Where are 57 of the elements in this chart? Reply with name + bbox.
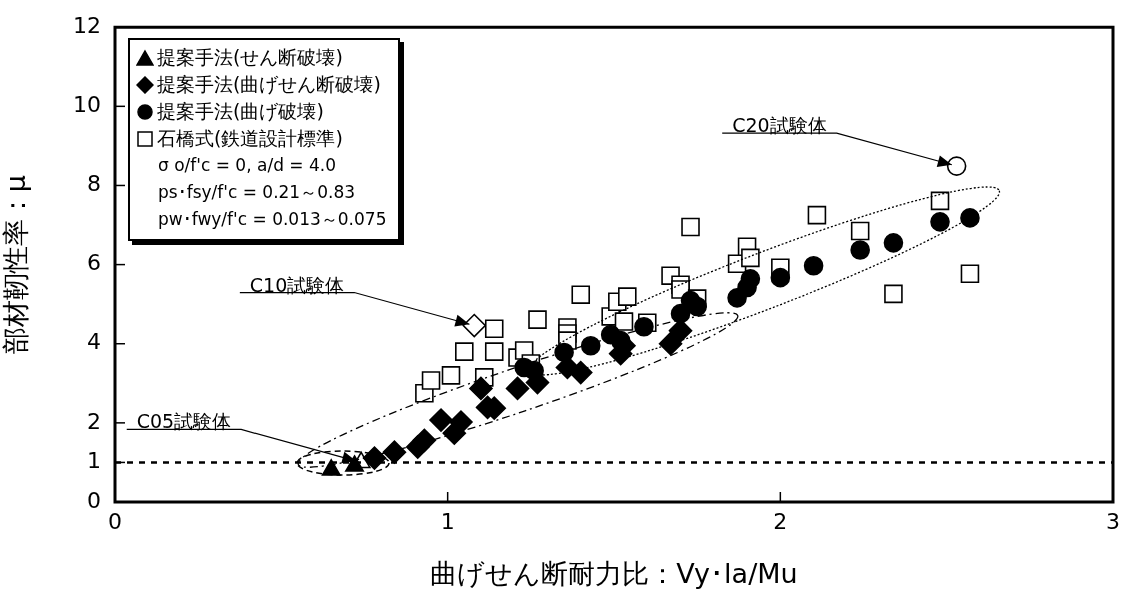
- point: [960, 208, 980, 228]
- point: [687, 296, 707, 317]
- point: [618, 287, 637, 306]
- point: [850, 221, 870, 241]
- y-tick-label: 1: [87, 448, 101, 474]
- y-tick-label: 2: [87, 408, 101, 434]
- y-tick-label: 12: [73, 12, 101, 38]
- y-tick-label: 8: [87, 171, 101, 197]
- point: [505, 376, 530, 401]
- y-axis-title: 部材靭性率：μ: [0, 175, 32, 355]
- point: [658, 331, 683, 356]
- point: [455, 342, 474, 361]
- legend-label: 提案手法(せん断破壊): [157, 45, 343, 70]
- point: [960, 264, 980, 283]
- point: [930, 212, 950, 232]
- legend-label: 提案手法(曲げせん断破壊): [157, 72, 381, 97]
- x-tick-label: 1: [440, 508, 455, 534]
- point: [803, 255, 824, 276]
- point: [568, 360, 593, 385]
- point: [741, 248, 760, 268]
- y-tick-label: 0: [87, 487, 101, 513]
- point: [441, 366, 461, 385]
- y-tick-label: 6: [87, 250, 101, 276]
- point: [740, 269, 761, 289]
- point: [681, 217, 700, 237]
- annotation: C20試験体: [732, 114, 827, 137]
- point: [571, 285, 591, 304]
- point: [412, 428, 437, 453]
- point: [850, 240, 870, 260]
- y-tick-label: 4: [87, 329, 101, 355]
- x-tick-label: 2: [773, 508, 788, 534]
- legend-label: 石橋式(鉄道設計標準): [157, 126, 343, 151]
- point: [382, 440, 407, 464]
- annotation: ps･fsy/f'c = 0.21～0.83: [157, 181, 357, 204]
- point: [462, 313, 487, 338]
- x-tick-label: 0: [108, 508, 122, 534]
- point: [807, 205, 827, 225]
- point: [484, 319, 504, 338]
- point: [930, 191, 950, 211]
- y-tick-label: 10: [73, 92, 101, 118]
- point: [429, 408, 453, 432]
- point: [449, 410, 473, 434]
- x-axis-title: 曲げせん断耐力比：Vy･la/Mu: [430, 557, 798, 589]
- point: [883, 233, 904, 253]
- point: [421, 371, 441, 390]
- x-tick-label: 3: [1106, 508, 1120, 534]
- point: [528, 310, 547, 329]
- point: [770, 267, 791, 288]
- point: [484, 342, 504, 361]
- legend-label: 提案手法(曲げ破壊): [157, 99, 324, 124]
- point: [469, 376, 493, 401]
- annotation: pw･fwy/f'c = 0.013～0.075: [157, 208, 388, 231]
- point: [946, 156, 967, 176]
- point: [580, 335, 601, 356]
- annotation: σ o/f'c = 0, a/d = 4.0: [157, 154, 337, 177]
- point: [884, 284, 903, 304]
- point: [614, 312, 634, 331]
